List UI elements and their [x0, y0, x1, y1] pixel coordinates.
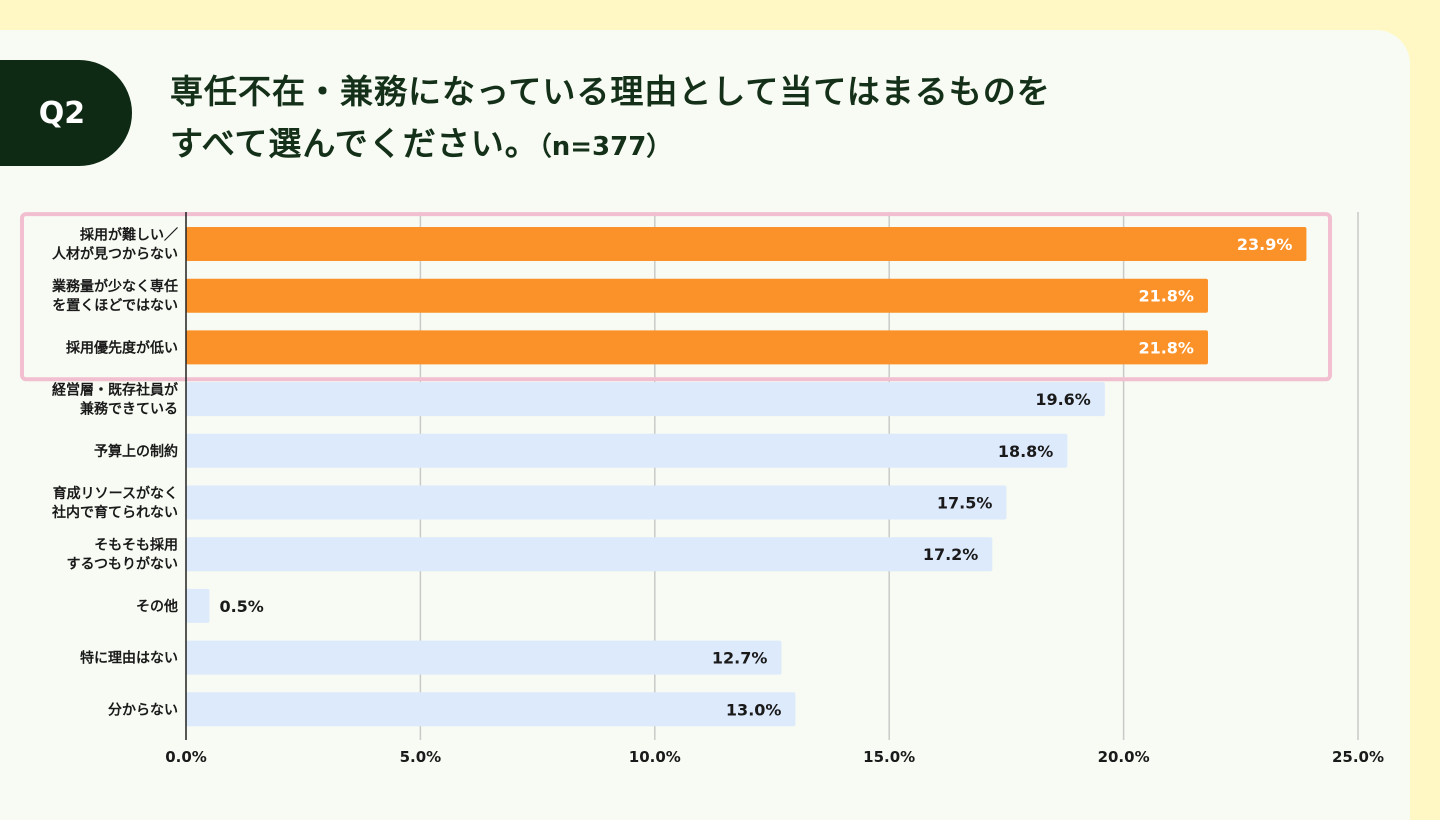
question-title-line2: すべて選んでください。 — [170, 124, 539, 163]
value-label: 12.7% — [712, 649, 768, 668]
category-label: 経営層・既存社員が兼務できている — [52, 382, 179, 418]
sample-size: （n=377） — [538, 132, 673, 162]
chart-panel — [0, 30, 1410, 820]
category-label: 育成リソースがなく社内で育てられない — [51, 485, 178, 521]
category-label: そもそも採用するつもりがない — [67, 537, 178, 573]
value-label: 17.5% — [937, 494, 993, 513]
bar — [186, 330, 1208, 365]
category-label: 特に理由はない — [80, 650, 178, 667]
value-label: 19.6% — [1035, 390, 1091, 409]
bar — [186, 485, 1007, 520]
bar — [186, 588, 210, 623]
x-tick-label: 10.0% — [629, 748, 681, 766]
bar — [186, 382, 1105, 417]
value-label: 13.0% — [726, 700, 782, 719]
value-label: 18.8% — [998, 442, 1054, 461]
highlight-frame — [20, 212, 1332, 382]
value-label: 0.5% — [219, 597, 263, 616]
x-tick-label: 5.0% — [400, 748, 442, 766]
bar — [186, 433, 1068, 468]
x-tick-label: 20.0% — [1098, 748, 1150, 766]
x-tick-label: 15.0% — [863, 748, 915, 766]
question-title-line1: 専任不在・兼務になっている理由として当てはまるものを — [170, 72, 1051, 111]
x-tick-label: 25.0% — [1332, 748, 1384, 766]
bar — [186, 692, 796, 727]
category-label: 業務量が少なく専任を置くほどではない — [51, 278, 178, 314]
category-label: 分からない — [108, 702, 178, 718]
bar-chart: 23.9% 採用が難しい／人材が見つからない 21.8% 業務量が少なく専任を置くほど… — [20, 212, 1384, 766]
category-label: その他 — [136, 598, 178, 615]
x-tick-label: 0.0% — [165, 748, 207, 766]
category-label: 採用が難しい／人材が見つからない — [52, 227, 178, 263]
category-label: 予算上の制約 — [94, 443, 178, 460]
value-label: 17.2% — [923, 545, 979, 564]
bar — [186, 278, 1208, 313]
question-title: 専任不在・兼務になっている理由として当てはまるものを すべて選んでください。（n… — [170, 66, 1170, 173]
bar — [186, 227, 1307, 261]
bar — [186, 537, 993, 572]
value-label: 23.9% — [1237, 235, 1293, 254]
bar — [186, 640, 782, 675]
value-label: 21.8% — [1138, 338, 1194, 357]
question-badge: Q2 — [0, 60, 132, 166]
value-label: 21.8% — [1138, 287, 1194, 306]
category-label: 採用優先度が低い — [66, 339, 178, 356]
